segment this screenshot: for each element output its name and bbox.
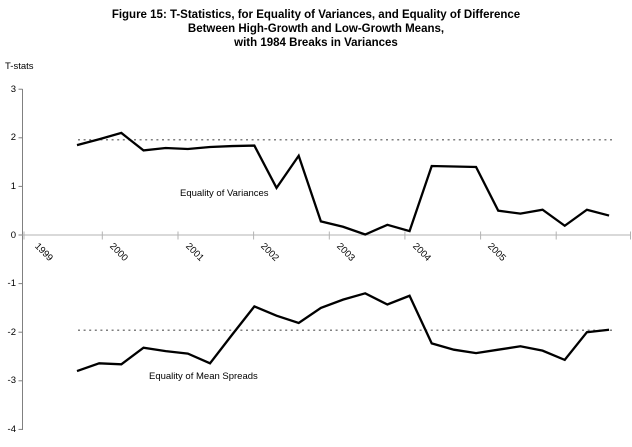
y-tick-label: -4 <box>7 423 16 435</box>
y-axis-title: T-stats <box>5 61 34 72</box>
y-tick-label: 3 <box>10 83 16 95</box>
chart-title-line-2: Between High-Growth and Low-Growth Means… <box>187 23 445 35</box>
chart-title-line-1: Figure 15: T-Statistics, for Equality of… <box>111 9 521 21</box>
series-label-equality-of-variances: Equality of Variances <box>180 188 269 199</box>
y-tick-label: 2 <box>10 132 16 144</box>
y-tick-label: -1 <box>7 278 16 290</box>
y-tick-label: 1 <box>10 180 16 192</box>
y-tick-label: -3 <box>7 375 16 387</box>
y-tick-label: -2 <box>7 326 16 338</box>
series-line-equality-of-mean-spreads <box>76 292 610 373</box>
chart-title-line-3: with 1984 Breaks in Variances <box>234 37 398 49</box>
series-label-equality-of-mean-spreads: Equality of Mean Spreads <box>149 371 258 382</box>
y-tick-label: 0 <box>10 229 16 241</box>
series-line-equality-of-variances <box>76 131 610 236</box>
chart-title: Figure 15: T-Statistics, for Equality of… <box>0 8 632 50</box>
